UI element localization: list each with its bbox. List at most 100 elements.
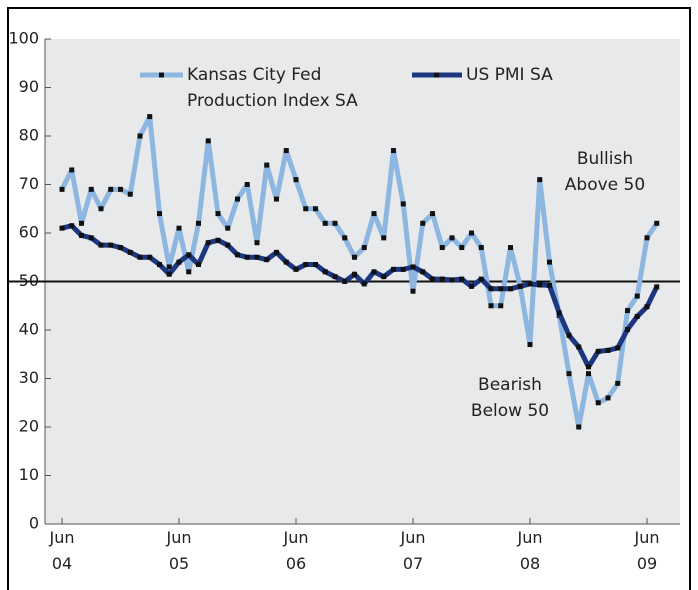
data-point: [449, 277, 455, 283]
data-point: [108, 242, 114, 248]
legend-marker: [434, 72, 439, 78]
data-point: [176, 225, 182, 231]
data-point: [196, 220, 201, 226]
x-tick-label: Jun 04: [49, 528, 75, 573]
y-tick-label: 20: [19, 417, 39, 436]
data-point: [420, 220, 426, 226]
data-point: [605, 347, 611, 353]
data-point: [332, 274, 338, 280]
data-point: [98, 242, 104, 248]
data-point: [517, 283, 523, 289]
data-point: [352, 271, 357, 277]
data-point: [137, 254, 143, 260]
data-point: [625, 327, 630, 333]
x-tick-label: Jun 05: [166, 528, 192, 573]
data-point: [69, 223, 75, 229]
data-point: [274, 196, 279, 202]
data-point: [556, 310, 562, 316]
data-point: [391, 148, 396, 154]
data-point: [108, 186, 114, 192]
data-point: [469, 283, 474, 289]
data-point: [410, 264, 416, 270]
annotation: Bearish Below 50: [470, 375, 550, 421]
data-point: [215, 237, 221, 243]
data-point: [225, 225, 231, 231]
data-point: [459, 276, 465, 282]
data-point: [98, 206, 104, 212]
data-point: [205, 138, 211, 144]
data-point: [157, 211, 162, 217]
data-point: [576, 424, 582, 430]
data-point: [186, 269, 192, 275]
y-tick-label: 60: [19, 223, 39, 242]
data-point: [283, 259, 289, 265]
data-point: [186, 252, 192, 258]
data-point: [79, 220, 84, 226]
data-point: [322, 220, 328, 226]
data-point: [225, 242, 231, 248]
data-point: [410, 288, 416, 294]
data-point: [147, 114, 153, 120]
data-point: [644, 304, 650, 310]
data-point: [361, 245, 367, 251]
y-tick-label: 80: [19, 126, 39, 145]
data-point: [332, 220, 338, 226]
data-point: [254, 240, 260, 246]
data-point: [400, 266, 406, 272]
data-point: [235, 252, 240, 258]
data-point: [439, 276, 445, 282]
data-point: [488, 303, 494, 309]
data-point: [537, 177, 543, 183]
data-point: [400, 201, 406, 207]
x-tick-label: Jun 08: [517, 528, 543, 573]
data-point: [264, 162, 270, 168]
data-point: [244, 254, 250, 260]
data-point: [420, 269, 426, 275]
data-point: [430, 276, 435, 282]
data-point: [586, 364, 591, 370]
data-point: [293, 266, 299, 272]
data-point: [634, 293, 640, 299]
data-point: [566, 332, 572, 338]
x-tick-label: Jun 06: [283, 528, 309, 573]
data-point: [79, 232, 84, 238]
data-point: [478, 245, 484, 251]
y-tick-label: 90: [19, 77, 39, 96]
data-point: [469, 230, 474, 236]
data-point: [59, 225, 65, 231]
data-point: [235, 196, 240, 202]
data-point: [69, 167, 75, 173]
data-point: [381, 235, 387, 241]
data-point: [59, 186, 65, 192]
data-point: [352, 254, 357, 260]
data-point: [615, 380, 621, 386]
data-point: [508, 245, 513, 251]
data-point: [293, 177, 299, 183]
data-point: [127, 191, 133, 197]
data-point: [381, 274, 387, 280]
data-point: [283, 148, 289, 154]
data-point: [439, 245, 445, 251]
data-point: [595, 348, 601, 354]
data-point: [274, 249, 279, 255]
data-point: [576, 344, 582, 350]
data-point: [147, 254, 153, 260]
data-point: [371, 211, 377, 217]
data-point: [537, 282, 543, 288]
x-tick-label: Jun 07: [400, 528, 426, 573]
data-point: [527, 342, 533, 348]
y-tick-label: 30: [19, 368, 39, 387]
data-point: [508, 286, 513, 292]
legend-label: US PMI SA: [466, 65, 553, 85]
data-point: [625, 308, 630, 314]
data-point: [459, 245, 465, 251]
data-point: [166, 264, 172, 270]
data-point: [244, 182, 250, 187]
data-point: [137, 133, 143, 139]
data-point: [88, 186, 94, 192]
legend-label: Kansas City Fed Production Index SA: [187, 65, 358, 111]
data-point: [322, 269, 328, 275]
annotation: Bullish Above 50: [564, 149, 646, 195]
